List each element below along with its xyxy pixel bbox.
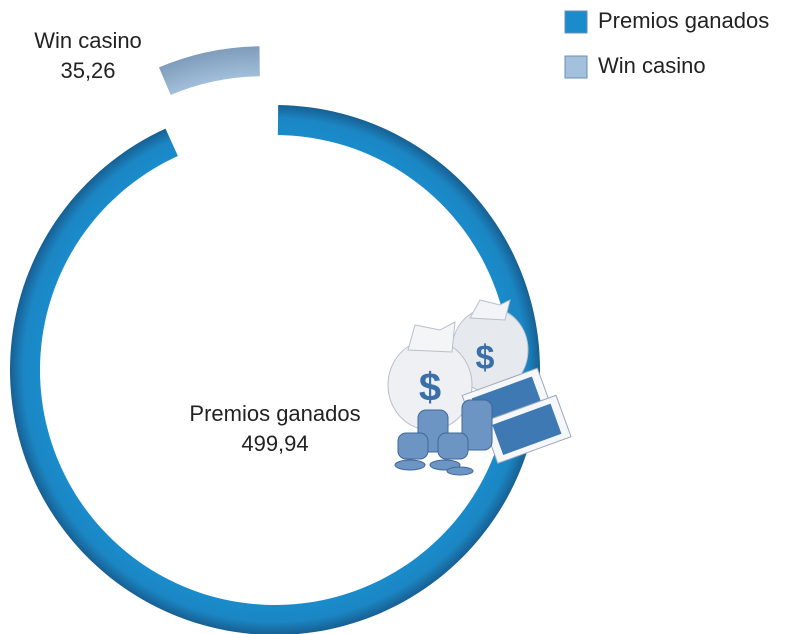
value-label: 35,26 [60,58,115,83]
slice-label: Premios ganados [189,401,360,426]
legend-label: Premios ganados [598,8,769,33]
legend-swatch [564,10,588,34]
value-label: 499,94 [241,431,308,456]
donut [10,46,540,634]
slice [158,46,260,96]
svg-text:$: $ [476,339,495,377]
svg-text:$: $ [419,366,441,410]
slice-label: Win casino [34,28,142,53]
legend-swatch [564,55,588,79]
money-icon: $ $ [387,299,572,476]
legend-label: Win casino [598,53,706,78]
